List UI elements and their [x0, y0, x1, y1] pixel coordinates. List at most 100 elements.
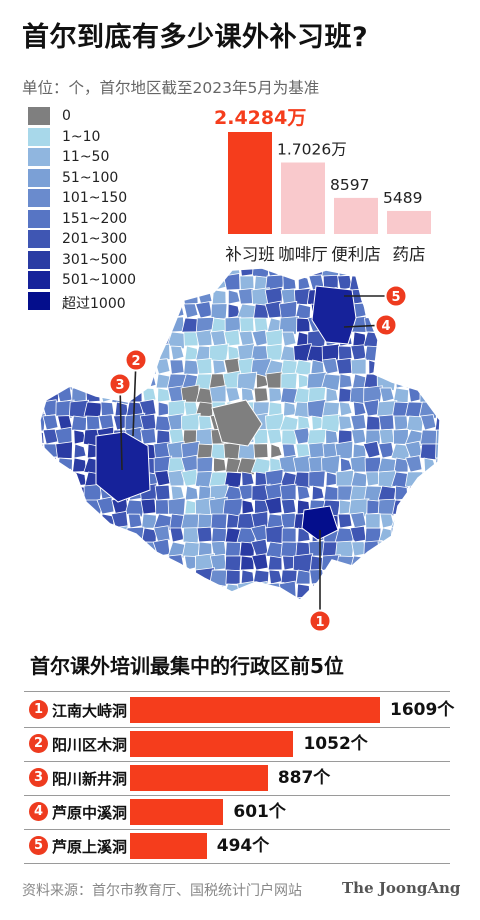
map-district [101, 359, 115, 375]
map-district [55, 315, 73, 333]
legend-swatch [28, 230, 50, 248]
map-marker [108, 372, 132, 396]
map-district [40, 343, 47, 363]
map-district [434, 415, 440, 432]
map-district [42, 414, 59, 431]
ranking-divider [24, 829, 450, 830]
map-district [323, 485, 339, 501]
map-district [422, 373, 437, 389]
map-district [251, 553, 269, 571]
map-district [240, 597, 255, 600]
map-district [378, 428, 395, 445]
map-district [42, 597, 60, 600]
map-district [167, 469, 185, 487]
map-district [40, 485, 45, 501]
map-district [59, 513, 73, 529]
map-district [183, 268, 199, 277]
map-district [253, 387, 269, 403]
map-district [68, 370, 87, 389]
map-district [100, 597, 115, 600]
map-district [253, 303, 269, 319]
map-district [169, 359, 185, 375]
map-district [404, 510, 425, 531]
legend-swatch [28, 271, 50, 289]
map-district [125, 595, 145, 600]
map-district [433, 583, 440, 600]
map-district [433, 329, 440, 349]
map-marker [374, 313, 398, 337]
map-district [44, 331, 59, 347]
map-district [40, 471, 45, 487]
map-district [265, 525, 284, 544]
map-district [351, 429, 367, 445]
map-district [420, 317, 438, 334]
map-district [101, 527, 115, 543]
map-district [209, 385, 227, 403]
rank-district-name: 江南大峙洞 [52, 702, 128, 720]
rank-district-name: 阳川新井洞 [52, 770, 128, 788]
map-district [350, 358, 367, 375]
rank-value: 601个 [233, 802, 286, 822]
legend-label: 0 [62, 108, 71, 124]
map-district [210, 443, 228, 460]
map-district [394, 345, 409, 361]
map-district [432, 268, 440, 280]
legend-label: 501~1000 [62, 272, 137, 288]
map-district [57, 555, 73, 571]
map-district [241, 499, 255, 515]
map-district [69, 525, 87, 543]
map-district [268, 387, 283, 403]
map-district [43, 268, 59, 277]
map-district [224, 555, 242, 572]
map-district [210, 303, 228, 320]
map-district [194, 594, 213, 600]
map-district [265, 343, 283, 361]
map-district [338, 415, 353, 431]
map-district [408, 317, 423, 333]
map-district [436, 345, 440, 361]
map-district [252, 428, 269, 445]
map-district [404, 272, 426, 294]
map-district [437, 373, 440, 389]
legend-item: 201~300 [28, 230, 178, 251]
map-district [349, 555, 369, 573]
map-district [54, 468, 73, 487]
bar-value-label: 1.7026万 [277, 140, 347, 158]
map-district [98, 275, 116, 292]
legend-item: 301~500 [28, 250, 178, 272]
map-district-highlight [311, 285, 357, 345]
map-district [69, 268, 89, 279]
map-district [73, 443, 87, 459]
map-district [223, 273, 241, 291]
map-district [408, 583, 423, 599]
map-district [113, 331, 129, 347]
ranking-divider [24, 727, 450, 728]
map-district [138, 398, 157, 417]
map-district [167, 497, 186, 516]
map-district [436, 359, 440, 375]
map-district [126, 583, 144, 600]
map-district [364, 554, 381, 571]
map-district [393, 415, 409, 431]
map-district [40, 555, 48, 574]
map-district [380, 597, 395, 600]
map-district [267, 555, 283, 571]
map-district [154, 303, 172, 320]
map-district [379, 583, 395, 599]
bar-category-label: 便利店 [331, 245, 381, 264]
map-district [390, 580, 409, 599]
bar-category-label: 药店 [393, 245, 426, 264]
map-district [253, 317, 269, 333]
map-district [433, 527, 440, 545]
map-outline [39, 267, 441, 601]
ranking-row: 1 江南大峙洞 1609个 [24, 694, 454, 726]
map-district [279, 597, 299, 600]
map-district [421, 289, 437, 305]
page-title: 首尔到底有多少课外补习班? [22, 22, 369, 53]
map-district [138, 272, 157, 291]
map-marker-label: 2 [131, 354, 140, 369]
map-district [142, 387, 157, 403]
map-district [280, 372, 298, 390]
map-district [113, 317, 129, 333]
